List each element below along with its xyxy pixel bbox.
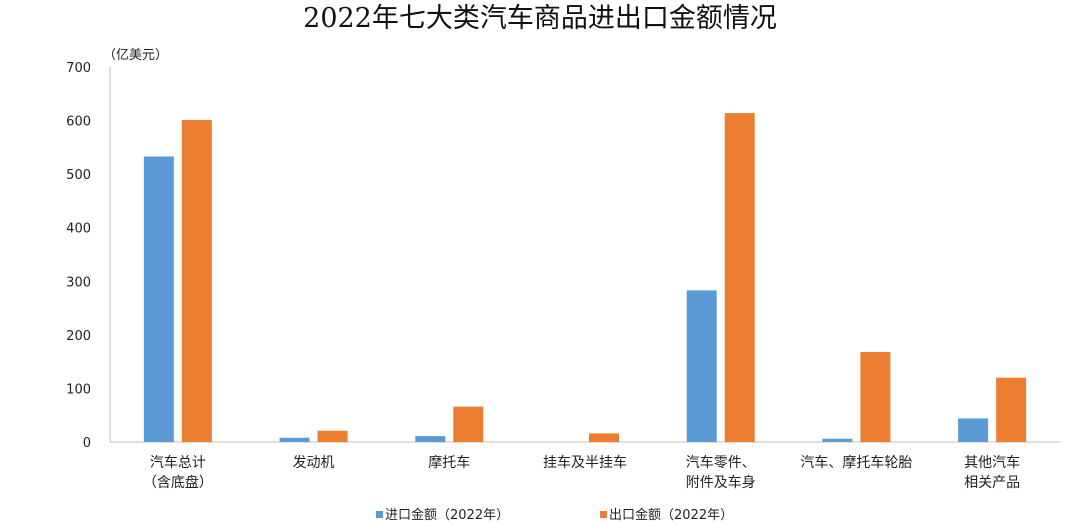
bar-export-0 xyxy=(181,120,212,443)
y-tick-label: 100 xyxy=(66,382,91,397)
bar-export-5 xyxy=(860,352,891,442)
legend-label-0: 进口金额（2022年） xyxy=(385,507,509,523)
y-tick-label: 500 xyxy=(66,168,91,183)
x-tick-label: 相关产品 xyxy=(964,475,1020,491)
bar-export-2 xyxy=(453,406,484,442)
bars-group xyxy=(143,113,1027,443)
y-tick-label: 400 xyxy=(66,222,91,237)
y-tick-label: 200 xyxy=(66,329,91,344)
legend: 进口金额（2022年） 出口金额（2022年） xyxy=(376,507,733,523)
y-tick-label: 700 xyxy=(66,61,91,76)
bar-import-0 xyxy=(143,156,174,442)
x-tick-label: 汽车、摩托车轮胎 xyxy=(800,454,912,471)
bar-import-6 xyxy=(958,418,989,442)
y-tick-label: 300 xyxy=(66,275,91,290)
bar-export-4 xyxy=(724,113,755,443)
bar-import-2 xyxy=(415,436,446,442)
chart-title: 2022年七大类汽车商品进出口金额情况 xyxy=(303,3,777,34)
y-tick-labels: 0 100 200 300 400 500 600 700 xyxy=(66,61,91,451)
x-tick-label: 汽车零件、 xyxy=(686,454,756,471)
bar-export-1 xyxy=(317,430,348,442)
x-tick-label: 其他汽车 xyxy=(964,454,1020,471)
legend-label-1: 出口金额（2022年） xyxy=(609,507,733,523)
y-tick-label: 600 xyxy=(66,115,91,130)
x-tick-labels: 汽车总计 （含底盘） 发动机 摩托车 挂车及半挂车 汽车零件、附件及车身 汽车、摩托车轮胎 其… xyxy=(143,454,1020,491)
x-tick-label: 挂车及半挂车 xyxy=(543,454,627,471)
bar-import-5 xyxy=(822,438,853,442)
bar-export-3 xyxy=(589,433,619,442)
x-tick-label: 附件及车身 xyxy=(686,474,756,491)
legend-swatch-0 xyxy=(376,511,383,518)
legend-swatch-1 xyxy=(600,511,607,518)
x-tick-label: （含底盘） xyxy=(143,474,213,491)
bar-import-4 xyxy=(686,290,717,442)
x-tick-label: 发动机 xyxy=(293,455,335,471)
bar-import-1 xyxy=(279,437,310,442)
bar-export-6 xyxy=(996,377,1027,442)
x-tick-label: 汽车总计 xyxy=(150,454,206,471)
x-tick-label: 摩托车 xyxy=(428,454,470,471)
y-tick-label: 0 xyxy=(83,436,91,451)
y-axis-unit-label: （亿美元） xyxy=(103,48,168,63)
